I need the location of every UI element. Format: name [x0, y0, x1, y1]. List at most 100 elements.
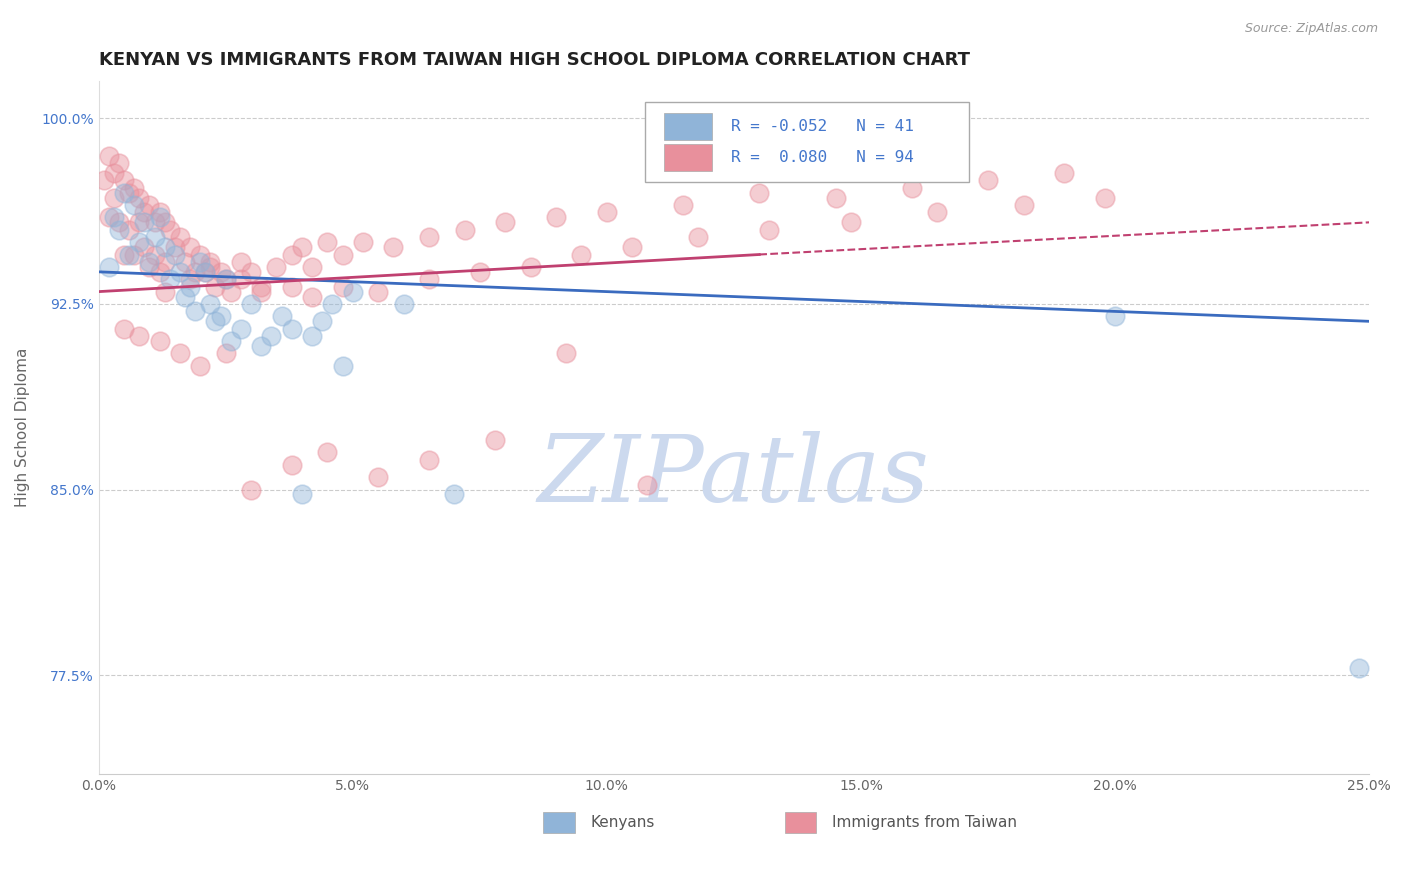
Point: [149, 334, 172, 348]
Point: [519, 260, 541, 274]
Point: [118, 247, 141, 261]
Point: [219, 285, 242, 299]
Text: Immigrants from Taiwan: Immigrants from Taiwan: [832, 815, 1017, 830]
Point: [184, 304, 207, 318]
Point: [194, 265, 217, 279]
Point: [143, 215, 166, 229]
Bar: [543, 812, 575, 833]
Point: [280, 279, 302, 293]
FancyBboxPatch shape: [645, 102, 969, 182]
Point: [209, 265, 232, 279]
Point: [240, 297, 263, 311]
Bar: [664, 145, 713, 170]
Point: [128, 215, 150, 229]
Point: [321, 297, 343, 311]
Point: [214, 272, 236, 286]
Bar: [785, 812, 817, 833]
Point: [1104, 310, 1126, 324]
Point: [188, 359, 211, 373]
Point: [352, 235, 374, 249]
Point: [367, 285, 389, 299]
Point: [184, 265, 207, 279]
Point: [97, 211, 120, 225]
Point: [149, 265, 172, 279]
Point: [169, 265, 191, 279]
Point: [571, 247, 593, 261]
Point: [108, 223, 131, 237]
Point: [266, 260, 288, 274]
Point: [200, 297, 222, 311]
Point: [138, 260, 160, 274]
Point: [204, 279, 226, 293]
Point: [301, 260, 323, 274]
Point: [128, 329, 150, 343]
Point: [159, 272, 181, 286]
Point: [153, 255, 176, 269]
Point: [316, 235, 339, 249]
Point: [291, 240, 314, 254]
Point: [621, 240, 644, 254]
Point: [927, 205, 949, 219]
Point: [839, 215, 862, 229]
Point: [122, 180, 145, 194]
Point: [159, 223, 181, 237]
Point: [219, 334, 242, 348]
Point: [134, 215, 156, 229]
Point: [169, 230, 191, 244]
Point: [118, 186, 141, 200]
Point: [153, 215, 176, 229]
Point: [122, 198, 145, 212]
Point: [174, 289, 197, 303]
Point: [494, 215, 516, 229]
Point: [214, 272, 236, 286]
Point: [1094, 191, 1116, 205]
Point: [311, 314, 333, 328]
Point: [637, 477, 659, 491]
Point: [204, 314, 226, 328]
Point: [138, 255, 160, 269]
Point: [138, 198, 160, 212]
Point: [443, 487, 465, 501]
Point: [229, 322, 252, 336]
Point: [214, 346, 236, 360]
Point: [174, 255, 197, 269]
Point: [418, 453, 440, 467]
Text: ZIPatlas: ZIPatlas: [538, 431, 929, 521]
Point: [332, 247, 354, 261]
Point: [200, 260, 222, 274]
Point: [122, 247, 145, 261]
Point: [250, 279, 273, 293]
Point: [418, 272, 440, 286]
Point: [301, 329, 323, 343]
Y-axis label: High School Diploma: High School Diploma: [15, 348, 30, 508]
Point: [484, 433, 506, 447]
Point: [103, 191, 125, 205]
Point: [97, 260, 120, 274]
Point: [260, 329, 283, 343]
Point: [824, 191, 846, 205]
Point: [179, 272, 201, 286]
Point: [169, 346, 191, 360]
Point: [280, 322, 302, 336]
Point: [229, 255, 252, 269]
Point: [108, 215, 131, 229]
Point: [468, 265, 491, 279]
Point: [596, 205, 619, 219]
Point: [143, 230, 166, 244]
Point: [118, 223, 141, 237]
Point: [200, 255, 222, 269]
Point: [250, 285, 273, 299]
Point: [453, 223, 475, 237]
Point: [250, 339, 273, 353]
Point: [240, 483, 263, 497]
Point: [93, 173, 115, 187]
Text: KENYAN VS IMMIGRANTS FROM TAIWAN HIGH SCHOOL DIPLOMA CORRELATION CHART: KENYAN VS IMMIGRANTS FROM TAIWAN HIGH SC…: [98, 51, 970, 69]
Point: [1053, 166, 1076, 180]
Bar: [664, 113, 713, 139]
Point: [134, 240, 156, 254]
Point: [188, 247, 211, 261]
Point: [900, 180, 922, 194]
Point: [143, 247, 166, 261]
Point: [332, 359, 354, 373]
Point: [316, 445, 339, 459]
